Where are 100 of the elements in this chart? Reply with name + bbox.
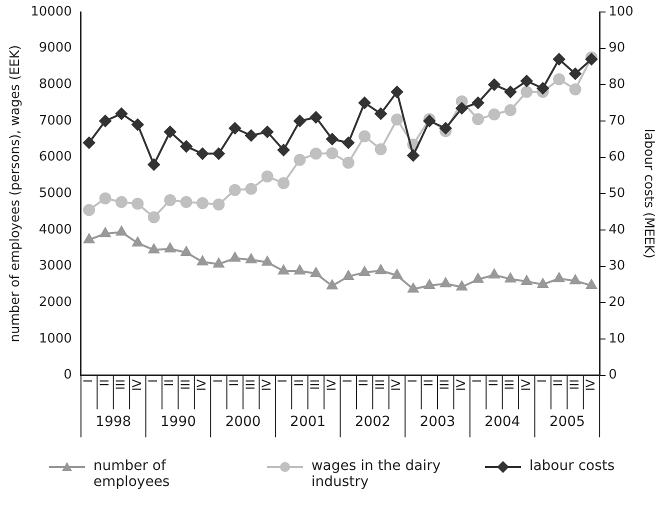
point [310, 268, 322, 278]
x-tick-label: IV [194, 378, 209, 391]
y2-tick-label: 70 [608, 113, 626, 128]
y2-tick-label: 20 [608, 294, 626, 310]
text: 1998 [96, 414, 132, 430]
point [374, 143, 387, 156]
y-tick-label: 5000 [38, 186, 72, 201]
point [83, 204, 96, 216]
point [520, 86, 533, 98]
text: 2000 [225, 414, 261, 430]
point [212, 198, 225, 211]
point [390, 86, 403, 98]
y-tick-label: 0 [64, 368, 72, 383]
x-tick-label: I [534, 379, 549, 383]
point [245, 182, 258, 195]
point [180, 196, 192, 208]
x-tick-label: IV [324, 378, 338, 391]
point [456, 280, 468, 290]
point [408, 283, 419, 293]
y2-tick-label: 50 [608, 186, 626, 201]
point [294, 265, 306, 274]
point [358, 130, 371, 142]
x-tick-label: I [146, 379, 160, 383]
point [359, 266, 370, 276]
x-tick-label: III [372, 379, 387, 390]
y-tick-label: 4000 [38, 222, 72, 238]
point [246, 254, 256, 264]
point [83, 136, 96, 149]
point [197, 256, 208, 266]
point [310, 148, 322, 160]
y2-tick-label: 60 [608, 150, 626, 165]
x-tick-label: III [567, 379, 582, 390]
point [569, 68, 582, 80]
point [99, 192, 112, 204]
text: 1990 [160, 414, 196, 430]
x-tick-label: I [81, 379, 96, 383]
x-tick-label: I [276, 379, 290, 383]
y-tick-label: 8000 [38, 77, 72, 92]
point [456, 102, 468, 114]
point [148, 158, 160, 171]
point [164, 242, 176, 252]
point [164, 194, 176, 206]
point [213, 258, 224, 268]
text: 2003 [420, 414, 456, 430]
x-tick-label: I [470, 379, 484, 383]
point [440, 122, 452, 134]
point [228, 184, 241, 196]
point [294, 154, 306, 166]
point [343, 270, 354, 280]
point [488, 108, 500, 120]
point [375, 264, 386, 274]
point [278, 144, 290, 156]
x-tick-label: IV [518, 378, 533, 391]
point [100, 228, 111, 238]
y2-tick-label: 40 [608, 222, 626, 238]
point [212, 148, 225, 160]
point [326, 280, 338, 290]
x-tick-label: III [502, 379, 517, 390]
y2-axis-title: labour costs (MEEK) [640, 128, 656, 258]
point [504, 86, 516, 98]
point [472, 96, 484, 109]
point [310, 111, 322, 124]
point [164, 126, 176, 138]
y-axis-title: number of employees (persons), wages (EEK) [8, 45, 24, 342]
point [569, 83, 582, 96]
x-tick-label: I [340, 379, 354, 383]
point [326, 147, 338, 160]
point [115, 108, 128, 120]
point [505, 272, 516, 282]
y-tick-label: 6000 [38, 150, 72, 165]
point [132, 198, 144, 210]
point [358, 96, 371, 109]
x-tick-label: III [308, 379, 322, 390]
point [294, 114, 306, 127]
point [115, 196, 128, 208]
x-tick-label: III [243, 379, 258, 390]
legend-label: wages in the dairy industry [311, 458, 442, 490]
point [488, 268, 500, 278]
point [407, 149, 420, 162]
x-tick-label: I [210, 379, 225, 383]
point [228, 122, 241, 134]
x-tick-label: II [227, 379, 242, 386]
x-tick-label: II [356, 379, 371, 386]
x-tick-label: IV [259, 378, 274, 391]
point [99, 114, 112, 127]
point [520, 75, 533, 88]
point [553, 73, 566, 86]
point [586, 280, 597, 290]
point [278, 265, 289, 274]
text: 2002 [354, 414, 391, 430]
point [262, 256, 273, 266]
x-tick-label: IV [454, 378, 468, 391]
point [326, 133, 338, 146]
y2-tick-label: 90 [608, 40, 626, 56]
y2-tick-label: 30 [608, 258, 626, 274]
y-tick-label: 1000 [38, 331, 72, 346]
point [472, 273, 484, 283]
point [536, 82, 549, 94]
point [570, 274, 581, 284]
point [84, 234, 94, 244]
